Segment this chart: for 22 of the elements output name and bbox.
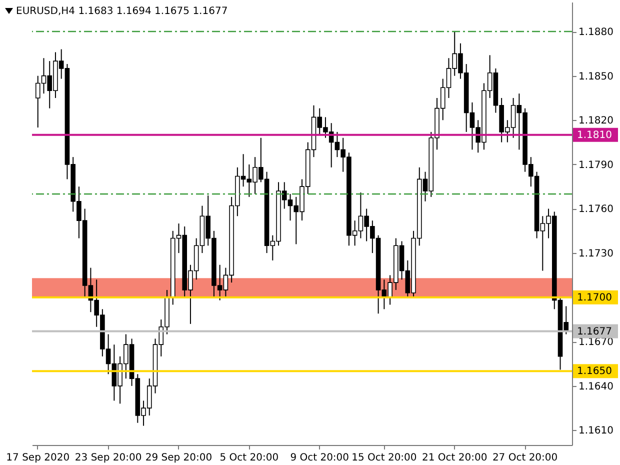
y-tick-label: 1.1610: [578, 426, 614, 437]
x-tick-label: 15 Oct 20:00: [352, 452, 417, 464]
y-tick-label: 1.1730: [578, 248, 614, 260]
x-tick-label: 29 Sep 20:00: [145, 452, 212, 464]
ref-line-label: 1.1810: [577, 130, 612, 141]
x-tick-label: 9 Oct 20:00: [290, 452, 350, 464]
y-tick-label: 1.1850: [578, 71, 614, 82]
x-tick-label: 23 Sep 20:00: [74, 452, 142, 464]
y-tick-label: 1.1760: [578, 204, 614, 216]
y-tick-label: 1.1640: [578, 381, 614, 392]
x-tick-label: 27 Oct 20:00: [492, 452, 558, 464]
y-tick-label: 1.1820: [578, 116, 614, 127]
y-tick-label: 1.1670: [578, 337, 614, 348]
x-tick-label: 21 Oct 20:00: [422, 452, 488, 464]
x-tick-label: 5 Oct 20:00: [220, 452, 279, 464]
y-tick-label: 1.1790: [578, 160, 614, 171]
y-tick-label: 1.1880: [578, 27, 614, 38]
x-tick-label: 17 Sep 2020: [6, 452, 70, 464]
ref-line-label: 1.1677: [577, 326, 612, 338]
ref-line-label: 1.1650: [577, 366, 612, 378]
chart-title: EURUSD,H4 1.1683 1.1694 1.1675 1.1677: [16, 6, 228, 17]
ref-line-label: 1.1700: [577, 292, 612, 304]
